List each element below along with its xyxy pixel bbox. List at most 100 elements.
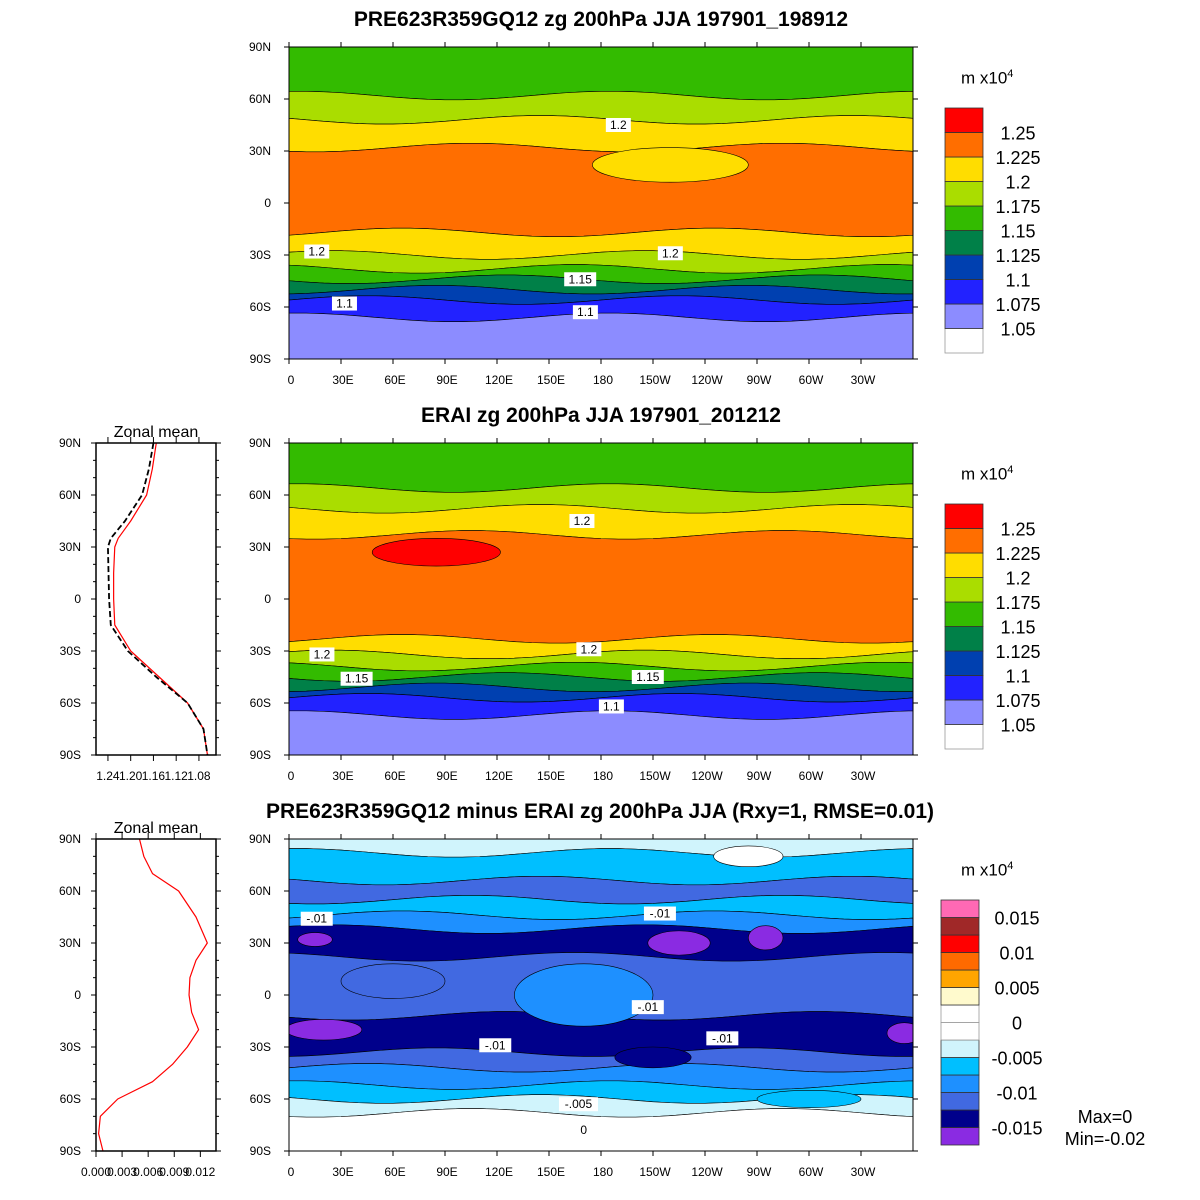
contour-label-bg — [631, 1000, 664, 1015]
lat-tick-label: 90N — [249, 40, 271, 54]
lon-tick-label: 180 — [593, 1165, 613, 1179]
colorbar-box — [940, 899, 980, 918]
contour-region — [614, 1046, 692, 1069]
lat-tick-label: 60N — [59, 884, 81, 898]
lon-tick-label: 90W — [747, 1165, 772, 1179]
colorbar-label: 1.1 — [1005, 667, 1030, 687]
colorbar-box — [944, 156, 984, 182]
contour-label-bg — [578, 1123, 590, 1138]
colorbar-label: 0.015 — [994, 909, 1039, 929]
contour-label-bg — [340, 671, 373, 686]
lat-tick-label: 30N — [59, 540, 81, 554]
lon-tick-label: 60W — [799, 769, 824, 783]
lon-tick-label: 150E — [537, 373, 565, 387]
lon-tick-label: 30W — [851, 373, 876, 387]
colorbar-label: 1.1 — [1005, 271, 1030, 291]
contour-label-bg — [572, 305, 598, 320]
lat-tick-label: 90S — [60, 748, 81, 762]
x-tick-label: 1.12 — [165, 769, 189, 783]
colorbar: 1.05 1.075 1.1 1.125 1.15 1.175 1.2 1.225 1.25 — [944, 107, 1041, 354]
panel3-units: m x104 — [961, 860, 1013, 881]
map-panel-3: -.01 -.01 -.01 -.01 -.01 -.005 0 90N 60N 30N 0 30S 6… — [59, 820, 1043, 1179]
colorbar-box — [940, 969, 980, 988]
colorbar-box — [940, 1127, 980, 1146]
colorbar-label: 1.2 — [1005, 569, 1030, 589]
colorbar-label: 1.25 — [1000, 520, 1035, 540]
map-panel-1: 1.2 1.2 1.2 1.15 1.1 1.1 90N 60N 30N 0 30S 60S 90S 0 3… — [249, 40, 1041, 387]
contour-region — [297, 932, 333, 947]
contour-label: -.005 — [565, 1097, 593, 1111]
lat-tick-label: 0 — [264, 196, 271, 210]
lat-tick-label: 60S — [250, 1092, 271, 1106]
units-text: m x10 — [961, 464, 1008, 484]
zonal-mean-title: Zonal mean — [114, 424, 199, 441]
lat-tick-label: 90S — [250, 1144, 271, 1158]
map-fill — [289, 839, 913, 1151]
lon-tick-label: 120E — [485, 1165, 513, 1179]
colorbar-box — [944, 528, 984, 554]
contour-region — [647, 930, 711, 956]
zonal-mean-line — [98, 838, 208, 1152]
contour-label-bg — [598, 699, 624, 714]
lon-tick-label: 60E — [384, 373, 405, 387]
lon-tick-label: 0 — [288, 373, 295, 387]
map-fill — [289, 47, 913, 359]
contour-label-bg — [569, 514, 595, 528]
lon-tick-label: 150W — [639, 1165, 671, 1179]
lat-tick-label: 90N — [249, 436, 271, 450]
units-text: m x10 — [961, 68, 1008, 88]
contour-label-bg — [706, 1031, 739, 1046]
colorbar-label: -0.015 — [991, 1119, 1042, 1139]
colorbar-box — [944, 552, 984, 578]
min-label: Min=-0.02 — [1064, 1129, 1146, 1149]
contour-label-bg — [304, 244, 330, 259]
lat-tick-label: 30N — [59, 936, 81, 950]
colorbar-label: 1.125 — [995, 642, 1040, 662]
lat-tick-label: 60S — [60, 1092, 81, 1106]
lon-tick-label: 120W — [691, 769, 723, 783]
lon-tick-label: 120E — [485, 769, 513, 783]
contour-region — [340, 963, 446, 999]
contour-band — [289, 710, 913, 755]
x-tick-label: 1.08 — [187, 769, 211, 783]
colorbar-label: 0.01 — [999, 944, 1034, 964]
colorbar-label: 1.15 — [1000, 222, 1035, 242]
map-fill — [289, 443, 913, 755]
colorbar-label: 1.075 — [995, 691, 1040, 711]
lat-tick-label: 90N — [59, 436, 81, 450]
contour-region — [289, 1018, 363, 1041]
colorbar-box — [944, 503, 984, 529]
zonal-mean-title: Zonal mean — [114, 820, 199, 837]
contour-region — [371, 538, 501, 567]
contour-band — [289, 1108, 913, 1151]
colorbar-box — [940, 1022, 980, 1041]
contour-label-bg — [576, 642, 602, 657]
x-tick-label: 0.003 — [107, 1165, 137, 1179]
contour-label: -.01 — [485, 1038, 506, 1052]
colorbar-box — [940, 917, 980, 936]
contour-label: 0 — [580, 1123, 587, 1137]
colorbar: 1.05 1.075 1.1 1.125 1.15 1.175 1.2 1.225 1.25 — [944, 503, 1041, 750]
contour-label: 1.15 — [569, 272, 593, 286]
colorbar-box — [944, 675, 984, 701]
colorbar-box — [940, 1004, 980, 1023]
colorbar-box — [940, 987, 980, 1006]
colorbar-box — [940, 1057, 980, 1076]
colorbar-label: 1.05 — [1000, 716, 1035, 736]
lon-tick-label: 90W — [747, 769, 772, 783]
units-exponent: 4 — [1007, 860, 1014, 872]
colorbar-box — [940, 934, 980, 953]
lon-tick-label: 120E — [485, 373, 513, 387]
contour-label: 1.1 — [603, 699, 620, 713]
contour-label: -.01 — [306, 912, 327, 926]
lat-tick-label: 60N — [249, 488, 271, 502]
contour-region — [886, 1022, 913, 1044]
colorbar-box — [944, 230, 984, 256]
colorbar-label: 1.225 — [995, 544, 1040, 564]
contour-label-bg — [309, 647, 335, 662]
colorbar-box — [944, 577, 984, 603]
contour-label: 1.2 — [610, 118, 627, 132]
contour-label: -.01 — [637, 1000, 658, 1014]
lat-tick-label: 30S — [60, 1040, 81, 1054]
